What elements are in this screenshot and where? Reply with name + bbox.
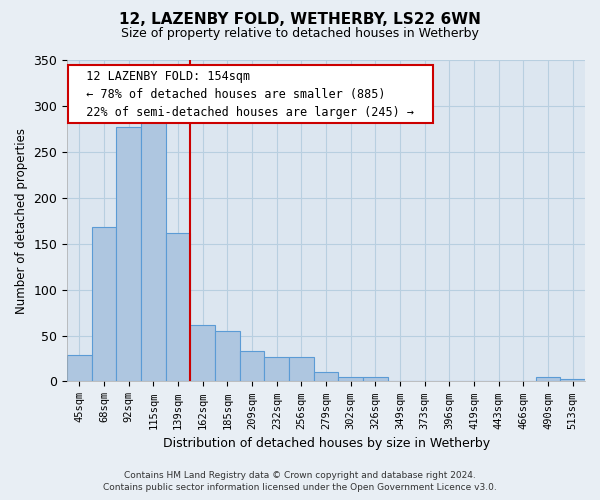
Text: Size of property relative to detached houses in Wetherby: Size of property relative to detached ho… <box>121 28 479 40</box>
Text: Contains HM Land Registry data © Crown copyright and database right 2024.
Contai: Contains HM Land Registry data © Crown c… <box>103 471 497 492</box>
Bar <box>536 377 560 382</box>
Bar <box>363 377 388 382</box>
Bar <box>314 372 338 382</box>
Bar <box>338 377 363 382</box>
Bar <box>289 356 314 382</box>
Bar <box>388 380 412 382</box>
Bar <box>240 351 265 382</box>
Bar <box>190 326 215 382</box>
Bar <box>92 227 116 382</box>
Bar <box>67 355 92 382</box>
Bar <box>462 380 487 382</box>
X-axis label: Distribution of detached houses by size in Wetherby: Distribution of detached houses by size … <box>163 437 490 450</box>
Bar <box>560 378 585 382</box>
Text: 12, LAZENBY FOLD, WETHERBY, LS22 6WN: 12, LAZENBY FOLD, WETHERBY, LS22 6WN <box>119 12 481 28</box>
Bar <box>265 356 289 382</box>
Bar <box>215 331 240 382</box>
Bar <box>141 115 166 382</box>
Text: 12 LAZENBY FOLD: 154sqm  
  ← 78% of detached houses are smaller (885)  
  22% o: 12 LAZENBY FOLD: 154sqm ← 78% of detache… <box>73 70 428 118</box>
Bar <box>166 232 190 382</box>
Y-axis label: Number of detached properties: Number of detached properties <box>15 128 28 314</box>
Bar <box>116 127 141 382</box>
